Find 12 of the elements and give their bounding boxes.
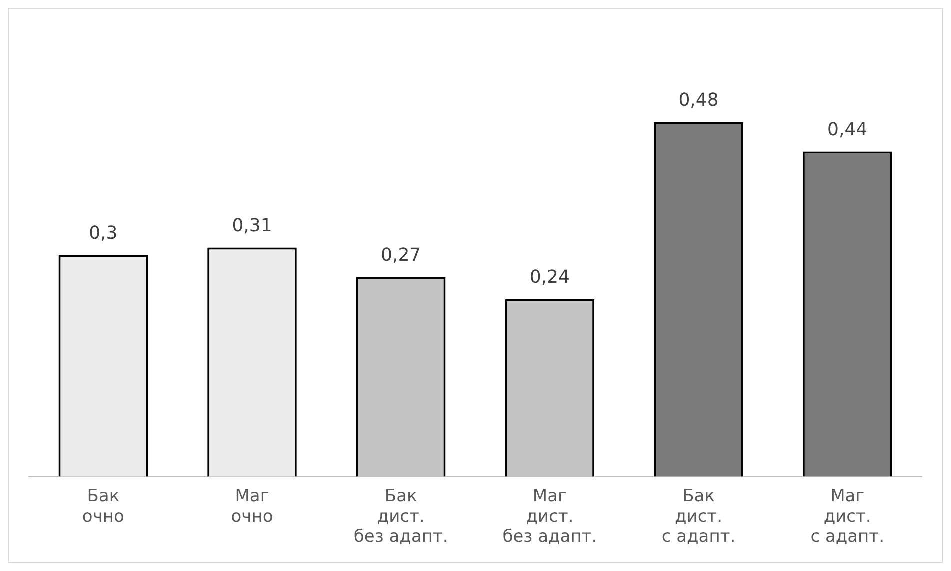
data-label: 0,48 <box>678 90 719 111</box>
data-label: 0,44 <box>828 119 868 140</box>
x-tick-label: Бак дист. без адапт. <box>354 486 448 548</box>
data-label: 0,27 <box>381 245 422 266</box>
x-tick-label: Маг дист. без адапт. <box>502 486 598 548</box>
data-label: 0,31 <box>232 215 272 236</box>
data-label: 0,3 <box>89 222 118 244</box>
x-tick-label: Маг дист. с адапт. <box>810 486 884 548</box>
x-tick-label: Бак очно <box>82 486 124 527</box>
x-tick-label: Маг очно <box>231 486 274 527</box>
data-label: 0,24 <box>530 267 570 288</box>
x-tick-label: Бак дист. с адапт. <box>662 486 736 548</box>
